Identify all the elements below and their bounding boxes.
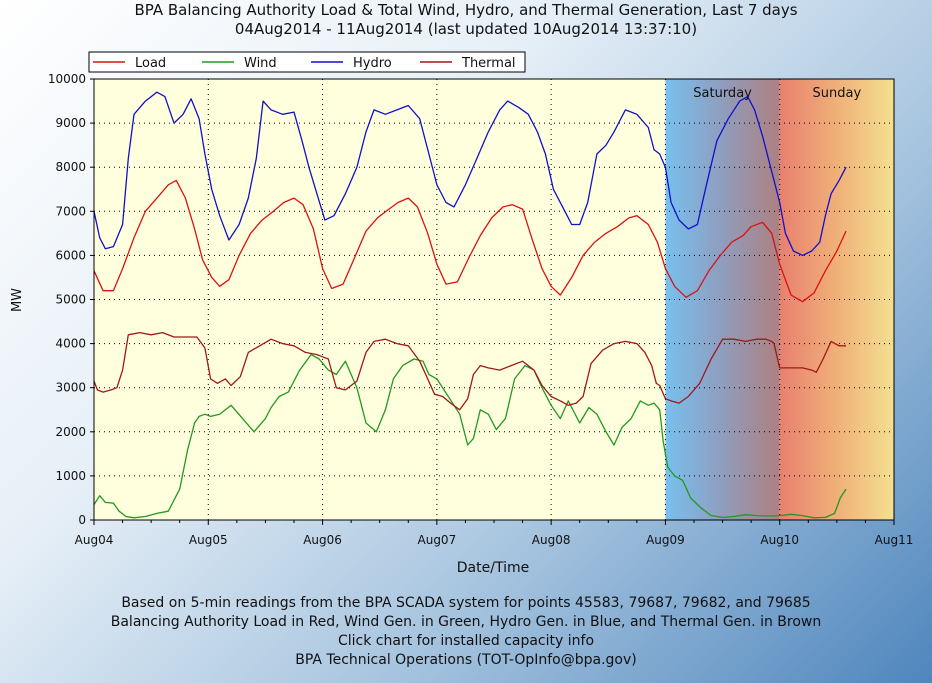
legend: Load Wind Hydro Thermal xyxy=(88,51,526,73)
y-tick-label: 8000 xyxy=(55,160,86,174)
x-tick-label: Aug04 xyxy=(75,533,114,547)
y-tick-label: 9000 xyxy=(55,116,86,130)
footer-line3[interactable]: Click chart for installed capacity info xyxy=(337,633,595,649)
y-tick-label: 1000 xyxy=(55,469,86,483)
x-tick-label: Aug07 xyxy=(418,533,457,547)
footer-line2: Balancing Authority Load in Red, Wind Ge… xyxy=(110,614,822,630)
x-tick-label: Aug11 xyxy=(875,533,914,547)
footer-line1: Based on 5-min readings from the BPA SCA… xyxy=(121,595,811,611)
series-line-wind xyxy=(93,353,847,519)
weekend-region-saturday xyxy=(665,79,780,520)
legend-box xyxy=(88,51,526,73)
chart-footer: Based on 5-min readings from the BPA SCA… xyxy=(0,594,932,670)
series-line-thermal xyxy=(93,331,846,411)
y-tick-label: 4000 xyxy=(55,337,86,351)
x-tick-label: Aug10 xyxy=(760,533,799,547)
y-tick-label: 10000 xyxy=(48,72,86,86)
legend-label-wind: Wind xyxy=(244,56,277,71)
x-tick-label: Aug08 xyxy=(532,533,571,547)
weekend-region-sunday xyxy=(779,79,894,520)
y-tick-label: 6000 xyxy=(55,248,86,262)
legend-label-thermal: Thermal xyxy=(461,56,516,71)
series-line-hydro xyxy=(93,91,847,257)
legend-label-load: Load xyxy=(135,56,166,71)
y-tick-label: 2000 xyxy=(55,425,86,439)
footer-line4: BPA Technical Operations (TOT-OpInfo@bpa… xyxy=(295,652,637,668)
x-tick-label: Aug06 xyxy=(303,533,342,547)
series-line-load xyxy=(93,179,847,303)
chart-title-line2: 04Aug2014 - 11Aug2014 (last updated 10Au… xyxy=(234,20,698,38)
y-tick-label: 0 xyxy=(78,513,86,527)
chart-title-line1: BPA Balancing Authority Load & Total Win… xyxy=(134,1,798,19)
y-tick-label: 3000 xyxy=(55,381,86,395)
region-label-saturday: Saturday xyxy=(693,86,752,101)
legend-label-hydro: Hydro xyxy=(353,56,392,71)
region-label-sunday: Sunday xyxy=(813,86,862,101)
x-tick-label: Aug09 xyxy=(646,533,685,547)
y-axis-label: MW xyxy=(10,288,25,312)
y-tick-label: 5000 xyxy=(55,293,86,307)
chart-title: BPA Balancing Authority Load & Total Win… xyxy=(0,1,932,39)
y-tick-label: 7000 xyxy=(55,204,86,218)
x-axis-label: Date/Time xyxy=(457,560,529,576)
x-tick-label: Aug05 xyxy=(189,533,228,547)
